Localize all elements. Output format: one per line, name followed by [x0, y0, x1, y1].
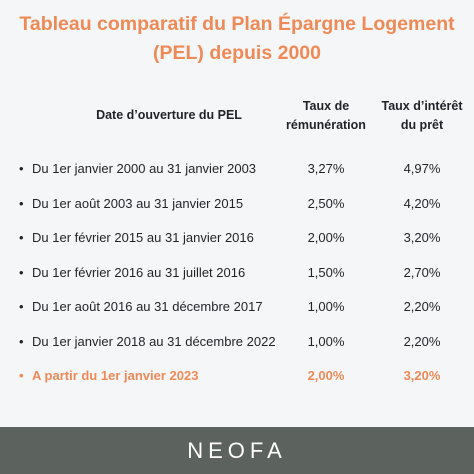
bullet-icon: • [19, 161, 24, 176]
title-line-1: Tableau comparatif du Plan Épargne Logem… [19, 13, 455, 35]
row-rate: 3,27% [307, 161, 345, 176]
bullet-icon: • [19, 264, 24, 280]
column-header-rate: Taux de rémunération [276, 97, 376, 135]
row-date: Du 1er août 2016 au 31 décembre 2017 [32, 299, 263, 314]
row-loan-rate: 2,20% [403, 333, 441, 349]
table-header: Date d’ouverture du PEL Taux de rémunéra… [0, 97, 474, 139]
neofa-logo: NEOFA [187, 437, 287, 463]
bullet-icon: • [19, 333, 24, 349]
table-row-highlighted: • A partir du 1er janvier 2023 2,00% 3,2… [0, 365, 474, 400]
column-header-rate-line-2: rémunération [286, 118, 366, 132]
row-loan-rate: 2,70% [403, 264, 441, 280]
bullet-icon: • [19, 299, 24, 314]
row-date: Du 1er février 2015 au 31 janvier 2016 [32, 230, 254, 245]
row-loan-rate: 4,20% [403, 195, 441, 211]
bullet-icon: • [19, 195, 24, 211]
column-header-loan-line-2: du prêt [400, 118, 444, 132]
bullet-icon: • [19, 368, 24, 383]
row-rate: 2,00% [307, 230, 345, 245]
table-row: • Du 1er février 2016 au 31 juillet 2016… [0, 262, 474, 297]
table-row: • Du 1er août 2016 au 31 décembre 2017 1… [0, 296, 474, 331]
title-line-2: (PEL) depuis 2000 [153, 42, 321, 64]
column-header-rate-line-1: Taux de [302, 99, 350, 113]
row-loan-rate: 2,20% [403, 299, 441, 314]
row-loan-rate: 3,20% [403, 230, 441, 245]
row-rate: 1,50% [307, 264, 345, 280]
column-header-loan-line-1: Taux d’intérêt [381, 99, 463, 113]
row-rate: 1,00% [307, 299, 345, 314]
page-title: Tableau comparatif du Plan Épargne Logem… [0, 10, 474, 68]
row-date: Du 1er janvier 2018 au 31 décembre 2022 [32, 333, 276, 349]
column-header-loan: Taux d’intérêt du prêt [372, 97, 472, 135]
table-row: • Du 1er janvier 2000 au 31 janvier 2003… [0, 158, 474, 193]
bullet-icon: • [19, 230, 24, 245]
row-date: Du 1er août 2003 au 31 janvier 2015 [32, 195, 244, 211]
row-date: Du 1er janvier 2000 au 31 janvier 2003 [32, 161, 257, 176]
table-body: • Du 1er janvier 2000 au 31 janvier 2003… [0, 158, 474, 400]
row-loan-rate: 4,97% [403, 161, 441, 176]
row-date: Du 1er février 2016 au 31 juillet 2016 [32, 264, 246, 280]
row-rate: 2,50% [307, 195, 345, 211]
row-rate: 1,00% [307, 333, 345, 349]
row-date: A partir du 1er janvier 2023 [32, 368, 199, 383]
row-loan-rate: 3,20% [403, 368, 441, 383]
table-row: • Du 1er janvier 2018 au 31 décembre 202… [0, 331, 474, 366]
footer-bar: NEOFA [0, 427, 474, 474]
column-header-date: Date d’ouverture du PEL [96, 108, 242, 122]
table-row: • Du 1er février 2015 au 31 janvier 2016… [0, 227, 474, 262]
table-row: • Du 1er août 2003 au 31 janvier 2015 2,… [0, 193, 474, 228]
row-rate: 2,00% [307, 368, 345, 383]
